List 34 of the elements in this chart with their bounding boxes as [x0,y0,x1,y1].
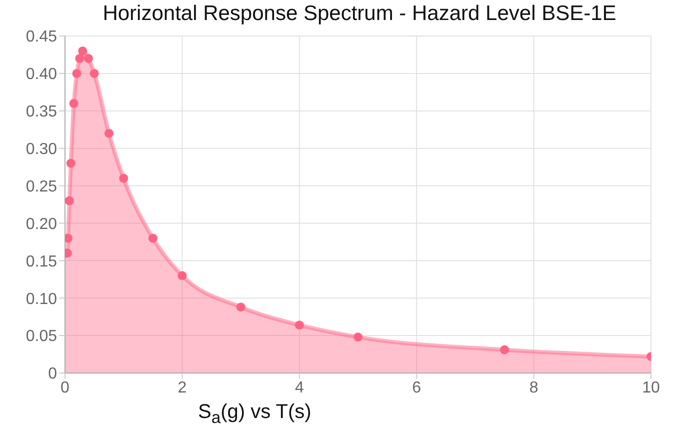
y-tick-label: 0.35 [26,104,58,121]
y-tick-label: 0.45 [26,28,58,46]
y-tick-label: 0.15 [26,253,58,270]
y-tick-label: 0.20 [26,216,58,233]
x-axis-title: S$_{a}$(g) vs T(s) [198,401,312,428]
point [104,128,114,138]
y-tick-label: 0.10 [26,290,58,308]
point [354,332,362,342]
y-tick-label: 0.40 [26,66,58,84]
chart-title: Horizontal Response Spectrum - Hazard Level BSE-1E [102,2,618,26]
point [119,174,128,183]
point [148,234,158,243]
point [78,46,88,56]
point [72,68,82,78]
y-tick-label: 0.05 [26,328,58,346]
y-tick-label: 0 [48,366,58,383]
x-tick-label: 6 [412,379,422,396]
point [236,302,246,312]
point [500,345,509,354]
point [75,54,84,63]
point [84,54,93,63]
point [90,68,99,78]
point [69,98,78,108]
point [178,271,187,280]
x-tick-label: 0 [60,379,70,396]
point [66,158,76,168]
x-tick-label: 8 [529,379,538,396]
y-tick-label: 0.30 [26,141,58,158]
point [65,196,74,206]
y-tick-label: 0.25 [26,178,58,196]
x-tick-label: 4 [294,379,304,396]
point [294,320,304,330]
x-tick-label: 10 [642,379,660,396]
x-tick-label: 2 [178,379,187,396]
